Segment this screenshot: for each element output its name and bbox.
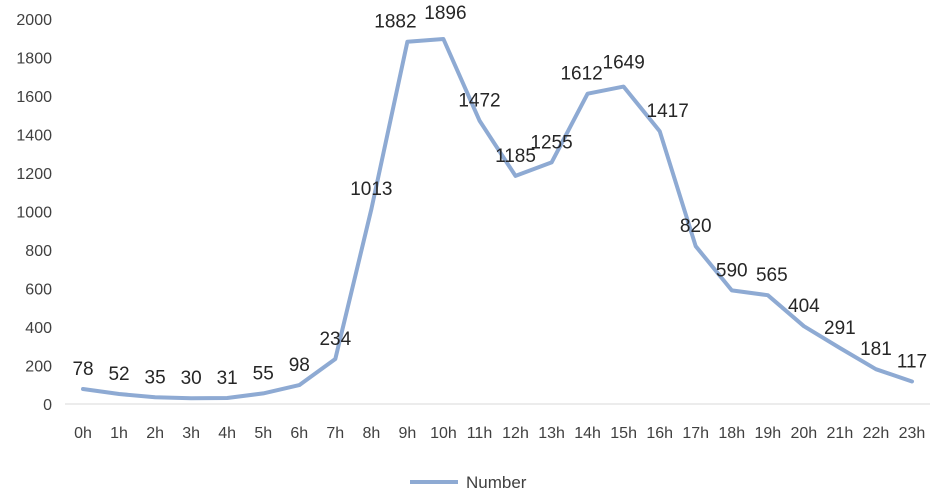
legend-label: Number bbox=[466, 473, 527, 492]
data-label: 1255 bbox=[530, 132, 572, 153]
x-tick-label: 4h bbox=[218, 425, 236, 442]
data-label: 1649 bbox=[603, 53, 645, 74]
x-tick-label: 5h bbox=[254, 425, 272, 442]
data-label: 30 bbox=[181, 368, 202, 389]
y-tick-label: 600 bbox=[25, 282, 52, 299]
x-tick-label: 9h bbox=[398, 425, 416, 442]
data-label: 1612 bbox=[560, 64, 602, 85]
data-label: 404 bbox=[788, 296, 820, 317]
x-tick-label: 13h bbox=[538, 425, 565, 442]
data-label: 820 bbox=[680, 216, 712, 237]
y-tick-label: 200 bbox=[25, 359, 52, 376]
y-tick-label: 1200 bbox=[16, 166, 52, 183]
y-tick-label: 400 bbox=[25, 320, 52, 337]
x-tick-label: 6h bbox=[290, 425, 308, 442]
data-labels: 78 52 35 30 31 55 98 234 1013 1882 1896 1472 1185125… bbox=[72, 3, 927, 389]
y-tick-label: 1000 bbox=[16, 205, 52, 222]
data-label: 234 bbox=[319, 329, 351, 350]
x-tick-label: 21h bbox=[827, 425, 854, 442]
data-label: 181 bbox=[860, 339, 892, 360]
data-label: 1472 bbox=[458, 91, 500, 112]
x-tick-label: 0h bbox=[74, 425, 92, 442]
x-tick-label: 2h bbox=[146, 425, 164, 442]
y-tick-label: 1600 bbox=[16, 89, 52, 106]
x-tick-label: 11h bbox=[467, 425, 493, 442]
y-tick-label: 1400 bbox=[16, 128, 52, 145]
data-label: 1896 bbox=[424, 3, 466, 24]
x-tick-label: 8h bbox=[362, 425, 380, 442]
y-tick-label: 0 bbox=[43, 397, 52, 414]
series-group bbox=[81, 37, 914, 401]
data-label: 1185 bbox=[495, 146, 536, 167]
series-line bbox=[81, 37, 914, 401]
x-tick-label: 22h bbox=[863, 425, 890, 442]
data-label: 117 bbox=[897, 351, 927, 372]
y-axis: 0 200 400 600 800 1000 1200 1400 1600 1800 2000 bbox=[16, 12, 52, 414]
legend: Number bbox=[410, 473, 527, 492]
x-tick-label: 19h bbox=[754, 425, 781, 442]
data-label: 78 bbox=[72, 359, 93, 380]
data-label: 35 bbox=[145, 367, 166, 388]
data-label: 291 bbox=[824, 318, 856, 339]
x-tick-label: 1h bbox=[110, 425, 128, 442]
x-tick-label: 16h bbox=[646, 425, 673, 442]
y-tick-label: 1800 bbox=[16, 51, 52, 68]
y-tick-label: 2000 bbox=[16, 12, 52, 29]
x-tick-label: 20h bbox=[791, 425, 818, 442]
data-label: 1417 bbox=[647, 101, 689, 122]
x-tick-label: 18h bbox=[718, 425, 745, 442]
x-tick-label: 3h bbox=[182, 425, 200, 442]
x-tick-label: 10h bbox=[430, 425, 457, 442]
data-label: 31 bbox=[217, 368, 238, 389]
x-tick-label: 14h bbox=[574, 425, 601, 442]
data-label: 1013 bbox=[350, 179, 392, 200]
x-tick-label: 17h bbox=[682, 425, 709, 442]
x-tick-label: 7h bbox=[326, 425, 344, 442]
data-label: 55 bbox=[253, 363, 274, 384]
x-tick-label: 12h bbox=[502, 425, 529, 442]
data-label: 98 bbox=[289, 355, 310, 376]
data-label: 565 bbox=[756, 265, 788, 286]
x-axis: 0h 1h 2h 3h 4h 5h 6h 7h 8h 9h 10h 11h 12h 13h 14h 15h 16… bbox=[65, 403, 930, 442]
x-tick-label: 15h bbox=[610, 425, 637, 442]
x-tick-label: 23h bbox=[899, 425, 926, 442]
data-label: 52 bbox=[108, 364, 129, 385]
data-label: 590 bbox=[716, 260, 748, 281]
y-tick-label: 800 bbox=[25, 243, 52, 260]
data-label: 1882 bbox=[374, 12, 416, 33]
